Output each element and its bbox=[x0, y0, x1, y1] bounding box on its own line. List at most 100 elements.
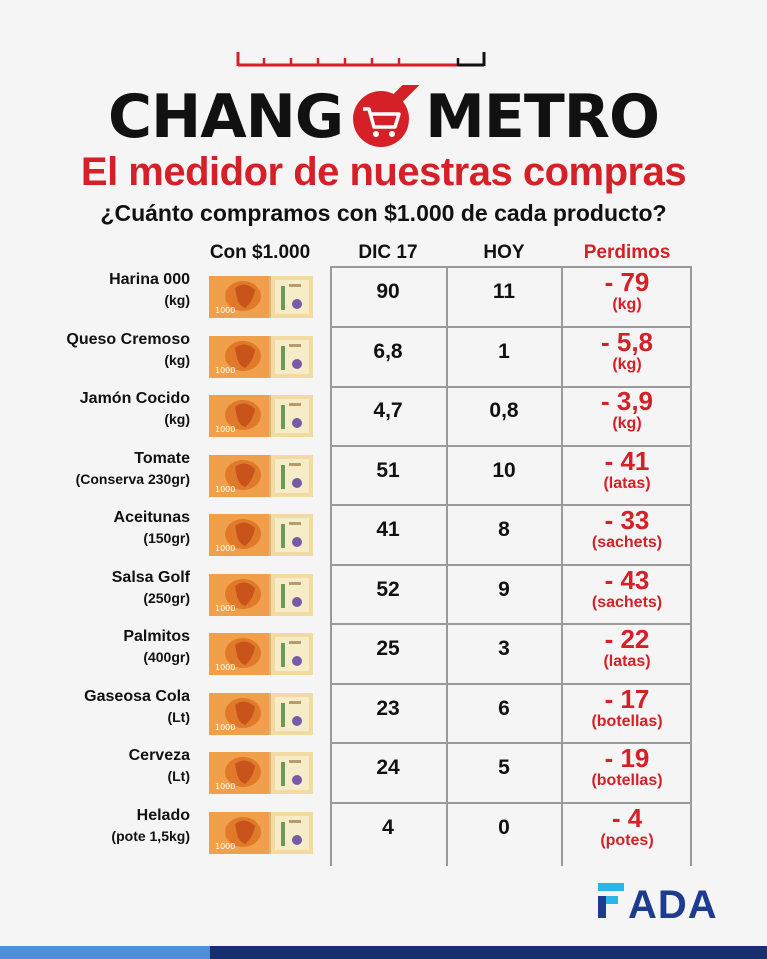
loss-unit: (latas) bbox=[603, 474, 651, 492]
loss-unit: (sachets) bbox=[591, 534, 663, 551]
loss-amount: - 41 bbox=[604, 445, 650, 476]
product-label: Queso Cremoso bbox=[66, 330, 190, 348]
table-row: Tomate (Conserva 230gr) 1000 51 10 - 41 … bbox=[0, 447, 767, 506]
product-label: Palmitos bbox=[123, 628, 190, 645]
logo-text-right: METRO bbox=[425, 82, 660, 152]
value-dic-17: 4,7 bbox=[373, 399, 403, 422]
grid-line-horizontal bbox=[330, 504, 692, 506]
product-name: Jamón Cocido (kg) bbox=[80, 389, 190, 430]
banknote-1000-image: 1000 bbox=[209, 335, 313, 378]
column-header-con-1000: Con $1.000 bbox=[209, 242, 311, 263]
table-row: Helado (pote 1,5kg) 1000 4 0 - 4 (potes) bbox=[0, 804, 767, 863]
value-hoy: 8 bbox=[498, 518, 510, 541]
product-unit: (400gr) bbox=[143, 649, 190, 665]
loss-amount: - 43 bbox=[604, 564, 650, 595]
banknote-1000-image: 1000 bbox=[209, 514, 313, 556]
svg-text:1000: 1000 bbox=[215, 663, 235, 672]
product-label: Cerveza bbox=[128, 747, 190, 764]
loss-unit: (kg) bbox=[612, 296, 642, 313]
value-perdimos: - 19 (botellas) bbox=[562, 744, 692, 790]
value-perdimos: - 3,9 (kg) bbox=[562, 387, 692, 433]
svg-text:1000: 1000 bbox=[215, 544, 235, 553]
value-perdimos: - 5,8 (kg) bbox=[562, 328, 692, 374]
table-row: Jamón Cocido (kg) 1000 4,7 0,8 - 3,9 (kg… bbox=[0, 387, 767, 446]
loss-unit: (potes) bbox=[600, 831, 654, 849]
product-name: Gaseosa Cola (Lt) bbox=[84, 687, 190, 728]
grid-line-vertical bbox=[561, 266, 563, 866]
value-dic-17: 25 bbox=[376, 637, 400, 660]
product-label: Aceitunas bbox=[113, 509, 190, 526]
product-name: Helado (pote 1,5kg) bbox=[111, 806, 190, 847]
value-perdimos: - 17 (botellas) bbox=[562, 685, 692, 731]
grid-line-horizontal bbox=[330, 623, 692, 625]
product-label: Salsa Golf bbox=[111, 568, 190, 586]
value-dic-17: 90 bbox=[376, 280, 400, 303]
product-unit: (kg) bbox=[164, 292, 190, 308]
grid-line-vertical bbox=[446, 266, 448, 866]
loss-amount: - 19 bbox=[604, 743, 650, 773]
product-unit: (Lt) bbox=[167, 708, 190, 725]
product-name: Queso Cremoso (kg) bbox=[66, 330, 190, 371]
value-perdimos: - 33 (sachets) bbox=[562, 506, 692, 552]
product-label: Tomate bbox=[134, 449, 190, 467]
loss-amount: - 79 bbox=[604, 267, 650, 297]
banknote-1000-image: 1000 bbox=[209, 692, 313, 735]
product-unit: (Lt) bbox=[167, 768, 190, 784]
svg-text:1000: 1000 bbox=[215, 782, 235, 791]
fada-logo: ADA bbox=[598, 883, 717, 922]
value-perdimos: - 79 (kg) bbox=[562, 268, 692, 314]
value-perdimos: - 4 (potes) bbox=[562, 804, 692, 850]
table-row: Cerveza (Lt) 1000 24 5 - 19 (botellas) bbox=[0, 744, 767, 803]
changometro-logo: CHANG METRO bbox=[0, 73, 767, 152]
value-dic-17: 6,8 bbox=[373, 339, 403, 363]
table-row: Gaseosa Cola (Lt) 1000 23 6 - 17 (botell… bbox=[0, 685, 767, 744]
product-name: Aceitunas (150gr) bbox=[114, 508, 190, 549]
grid-line-horizontal bbox=[330, 742, 692, 744]
product-name: Palmitos (400gr) bbox=[123, 627, 190, 668]
banknote-1000-image: 1000 bbox=[209, 395, 313, 437]
value-hoy: 5 bbox=[498, 756, 510, 779]
column-header-dic-17: DIC 17 bbox=[358, 242, 418, 263]
svg-text:1000: 1000 bbox=[215, 604, 235, 613]
product-unit: (kg) bbox=[164, 351, 190, 368]
loss-amount: - 5,8 bbox=[600, 326, 654, 357]
product-label: Helado bbox=[136, 806, 190, 824]
grid-line-horizontal bbox=[330, 445, 692, 447]
product-label: Harina 000 bbox=[109, 271, 190, 288]
value-hoy: 0 bbox=[498, 815, 510, 839]
value-dic-17: 24 bbox=[376, 756, 400, 779]
value-dic-17: 4 bbox=[382, 815, 394, 839]
grid-line-horizontal bbox=[330, 564, 692, 566]
grid-line-horizontal bbox=[330, 386, 692, 388]
product-label: Jamón Cocido bbox=[79, 390, 190, 407]
loss-unit: (latas) bbox=[603, 653, 651, 670]
loss-amount: - 22 bbox=[604, 624, 650, 654]
logo-text-left: CHANG bbox=[108, 82, 344, 152]
product-unit: (150gr) bbox=[143, 530, 190, 546]
product-name: Tomate (Conserva 230gr) bbox=[76, 449, 190, 490]
table-row: Queso Cremoso (kg) 1000 6,8 1 - 5,8 (kg) bbox=[0, 328, 767, 387]
loss-unit: (botellas) bbox=[591, 772, 663, 789]
product-name: Cerveza (Lt) bbox=[129, 746, 190, 787]
value-perdimos: - 22 (latas) bbox=[562, 625, 692, 671]
banknote-1000-image: 1000 bbox=[209, 752, 313, 794]
question-heading: ¿Cuánto compramos con $1.000 de cada pro… bbox=[100, 200, 667, 226]
value-perdimos: - 41 (latas) bbox=[562, 447, 692, 493]
ruler-graphic bbox=[236, 52, 486, 67]
value-hoy: 3 bbox=[498, 637, 510, 660]
table-row: Palmitos (400gr) 1000 25 3 - 22 (latas) bbox=[0, 625, 767, 684]
loss-unit: (sachets) bbox=[591, 593, 663, 611]
shopping-cart-gauge-icon bbox=[345, 73, 425, 149]
svg-text:1000: 1000 bbox=[215, 723, 235, 732]
value-hoy: 10 bbox=[492, 458, 516, 482]
product-unit: (Conserva 230gr) bbox=[75, 470, 190, 487]
table-row: Harina 000 (kg) 1000 90 11 - 79 (kg) bbox=[0, 268, 767, 327]
value-dic-17: 52 bbox=[376, 577, 400, 601]
value-hoy: 0,8 bbox=[489, 399, 519, 422]
grid-line-horizontal bbox=[330, 802, 692, 804]
svg-text:1000: 1000 bbox=[215, 306, 235, 315]
loss-unit: (botellas) bbox=[591, 712, 663, 730]
loss-unit: (kg) bbox=[612, 355, 642, 373]
value-hoy: 1 bbox=[498, 339, 510, 363]
product-name: Harina 000 (kg) bbox=[109, 270, 190, 311]
